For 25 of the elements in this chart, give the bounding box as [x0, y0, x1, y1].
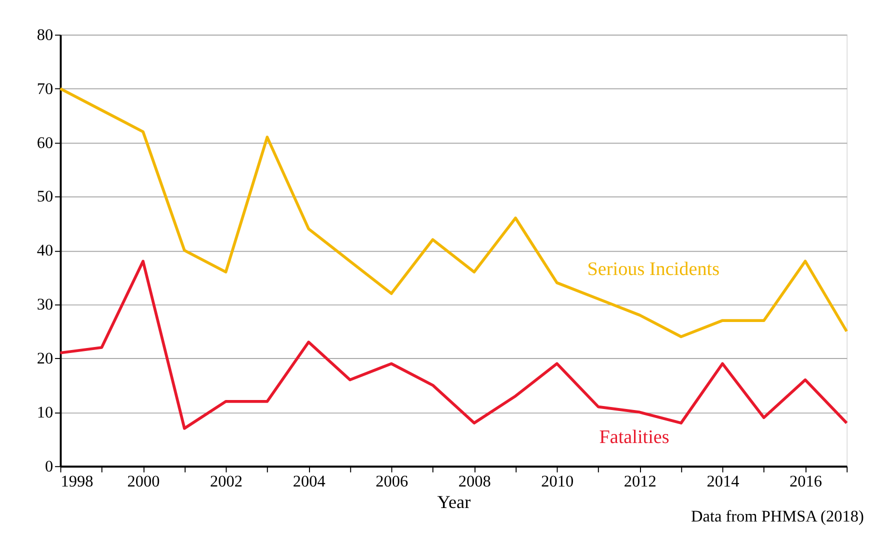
series-label: Fatalities — [599, 427, 670, 448]
series-label: Serious Incidents — [587, 258, 720, 280]
x-tick-label: 2010 — [541, 472, 574, 491]
y-tick-label: 60 — [36, 134, 54, 152]
y-tick-label: 40 — [36, 242, 54, 260]
y-tick-label: 50 — [36, 188, 54, 206]
y-tick-label: 10 — [36, 403, 54, 422]
x-tick-label: 2004 — [292, 472, 326, 491]
x-tick-label: 2008 — [458, 472, 491, 491]
y-tick-label: 20 — [36, 350, 54, 368]
text: Data from PHMSA (2018) — [690, 508, 864, 526]
x-tick-label: 2012 — [624, 472, 656, 491]
x-axis-title: Year — [437, 492, 471, 512]
y-tick-label: 80 — [36, 26, 54, 44]
y-tick-label: 30 — [36, 296, 54, 314]
y-tick-label: 0 — [44, 457, 54, 476]
x-tick-label: 2006 — [376, 472, 408, 491]
line-series — [58, 260, 848, 430]
x-tick-label: 2014 — [706, 472, 740, 491]
y-tick-label: 70 — [36, 80, 54, 98]
line-series — [58, 87, 848, 338]
x-tick-label: 2000 — [127, 472, 160, 491]
x-tick-label: 2016 — [789, 472, 822, 491]
x-tick-label: 2002 — [210, 472, 243, 491]
x-tick-label: 1998 — [60, 472, 94, 491]
